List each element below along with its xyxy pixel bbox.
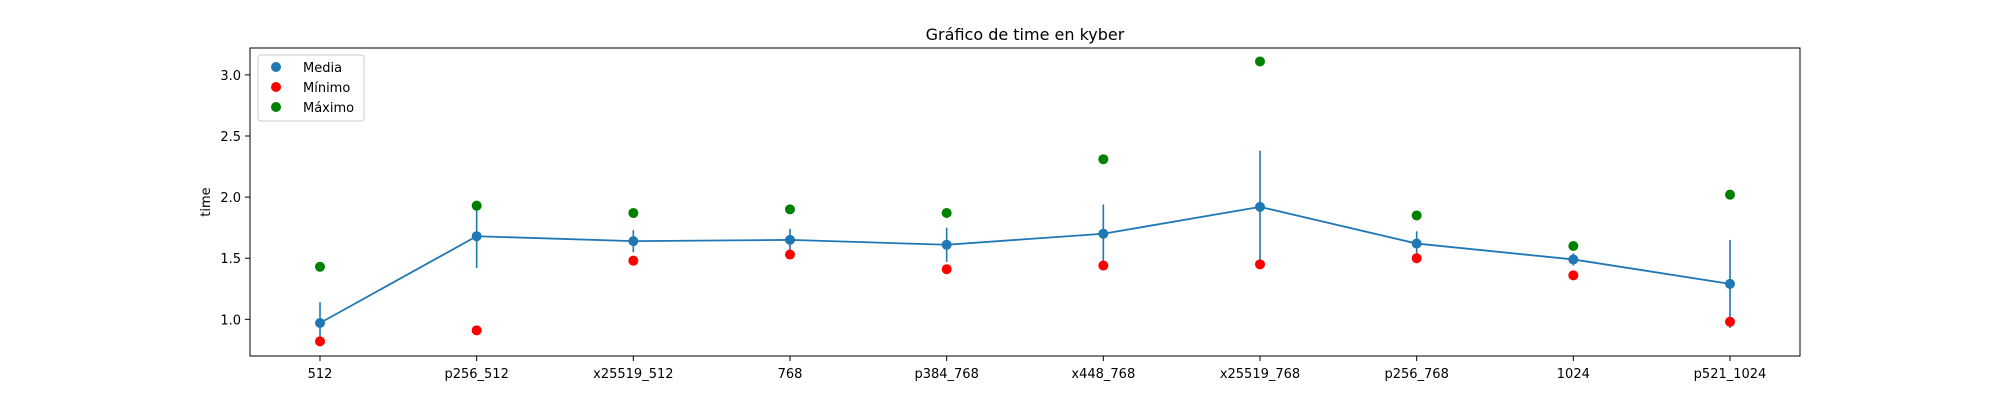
x-tick-label: p256_768	[1384, 367, 1448, 382]
x-tick-label: x448_768	[1071, 367, 1135, 382]
legend-box	[257, 54, 365, 122]
data-point	[471, 231, 482, 242]
series-layer	[315, 56, 1735, 347]
data-point	[1098, 260, 1109, 271]
y-tick-label: 1.0	[220, 313, 241, 328]
data-point	[471, 200, 482, 211]
data-point	[941, 264, 952, 275]
y-tick-label: 2.0	[220, 191, 241, 206]
data-point	[1255, 56, 1265, 67]
data-point	[785, 204, 795, 215]
legend-label: Mínimo	[303, 81, 350, 96]
data-point	[941, 208, 952, 218]
data-point	[1725, 189, 1735, 200]
x-tick-label: 512	[308, 367, 333, 382]
data-point	[1098, 228, 1109, 239]
x-tick-label: p384_768	[914, 367, 978, 382]
data-point	[1255, 201, 1265, 212]
legend-label: Media	[303, 61, 342, 76]
x-tick-label: x25519_768	[1220, 367, 1300, 382]
data-point	[941, 239, 952, 250]
data-point	[628, 236, 639, 247]
data-point	[785, 234, 795, 245]
data-point	[315, 261, 325, 272]
x-tick-label: 768	[778, 367, 803, 382]
data-point	[1568, 254, 1579, 265]
plot-area	[249, 47, 1801, 357]
y-tick-label: 3.0	[220, 69, 241, 84]
data-point	[1568, 270, 1579, 281]
series-line-media	[319, 205, 1731, 324]
legend-label: Máximo	[303, 101, 354, 116]
data-point	[1725, 316, 1735, 327]
data-point	[1411, 253, 1422, 264]
x-tick-label: p521_1024	[1694, 367, 1767, 382]
x-tick-label: 1024	[1557, 367, 1590, 382]
data-point	[1411, 238, 1422, 249]
x-tick-label: p256_512	[444, 367, 508, 382]
legend-marker	[271, 82, 281, 92]
data-point	[785, 249, 795, 260]
data-point	[315, 336, 325, 347]
data-point	[628, 208, 639, 218]
data-point	[1098, 154, 1109, 165]
data-point	[1568, 241, 1579, 251]
legend-marker	[271, 62, 281, 72]
data-point	[315, 318, 325, 328]
data-point	[1255, 259, 1265, 270]
chart-title: Gráfico de time en kyber	[926, 25, 1125, 44]
legend: Media Mínimo Máximo	[257, 54, 365, 122]
data-point	[1725, 278, 1735, 289]
data-point	[1411, 210, 1422, 221]
legend-marker	[271, 102, 281, 112]
y-tick-label: 2.5	[220, 130, 241, 145]
y-axis: 1.0 1.5 2.0 2.5 3.0	[220, 69, 250, 328]
data-point	[628, 255, 639, 266]
data-point	[471, 325, 482, 336]
y-tick-label: 1.5	[220, 252, 241, 267]
x-tick-label: x25519_512	[593, 367, 673, 382]
y-axis-label: time	[199, 187, 214, 216]
x-axis: 512 p256_512 x25519_512 768 p384_768 x448_768…	[308, 356, 1767, 382]
